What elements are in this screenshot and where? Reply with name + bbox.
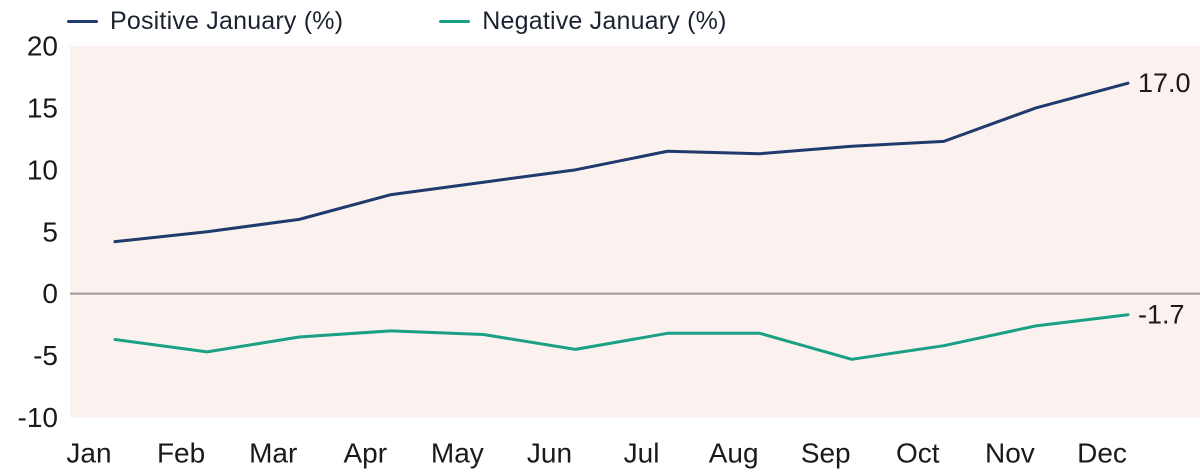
- x-axis-label: Aug: [709, 438, 759, 469]
- positive-january-line: [113, 81, 1130, 244]
- legend-item-negative: Negative January (%): [439, 7, 726, 36]
- x-axis-label: Mar: [249, 438, 297, 469]
- legend-label-negative: Negative January (%): [482, 6, 727, 35]
- y-axis-label: 15: [27, 92, 58, 123]
- plot-area: [70, 46, 1200, 418]
- legend: Positive January (%) Negative January (%…: [0, 5, 727, 37]
- x-axis-label: Nov: [985, 438, 1035, 469]
- y-axis-label: -5: [33, 340, 58, 371]
- negative-january-line: [113, 313, 1130, 361]
- legend-swatch-positive: [67, 19, 98, 23]
- x-axis-label: Jan: [66, 438, 111, 469]
- y-axis-label: 0: [42, 278, 58, 309]
- positive-end-value-label: 17.0: [1138, 68, 1191, 98]
- y-axis-label: 5: [42, 216, 58, 247]
- legend-item-positive: Positive January (%): [67, 7, 343, 36]
- y-axis-label: -10: [18, 402, 58, 433]
- legend-swatch-negative: [439, 19, 471, 23]
- x-axis-label: May: [431, 438, 484, 469]
- x-axis-label: Jul: [624, 438, 660, 469]
- x-axis-label: Jun: [527, 438, 572, 469]
- legend-label-positive: Positive January (%): [110, 6, 344, 35]
- y-axis-label: 20: [27, 31, 58, 62]
- y-axis-label: 10: [27, 154, 58, 185]
- x-axis-label: Dec: [1077, 438, 1127, 469]
- x-axis-label: Feb: [157, 438, 205, 469]
- negative-end-value-label: -1.7: [1138, 300, 1185, 330]
- x-axis-label: Sep: [801, 438, 851, 469]
- x-axis-label: Apr: [343, 438, 387, 469]
- x-axis-label: Oct: [896, 438, 940, 469]
